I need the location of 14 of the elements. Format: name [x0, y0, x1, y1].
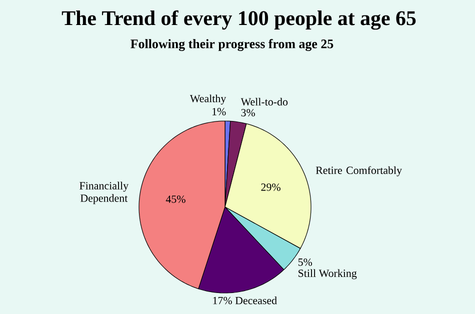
slice-label: Financially Dependent	[80, 182, 129, 204]
slice-label: Well-to-do	[240, 98, 288, 106]
data-label: 29%	[261, 183, 280, 191]
slice-label: Still Working	[298, 269, 357, 280]
data-label: 1%	[212, 108, 226, 116]
chart-subtitle: Following their progress from age 25	[130, 39, 334, 51]
slice-label: Deceased	[235, 296, 277, 304]
slice-label: Wealthy	[190, 94, 226, 105]
data-label: 17%	[213, 296, 232, 304]
slice-label: Retire Comfortably	[316, 166, 402, 176]
data-label: 45%	[166, 195, 186, 203]
chart-title: The Trend of every 100 people at age 65	[62, 10, 416, 30]
data-label: 5%	[298, 258, 312, 266]
data-label: 3%	[241, 108, 256, 116]
